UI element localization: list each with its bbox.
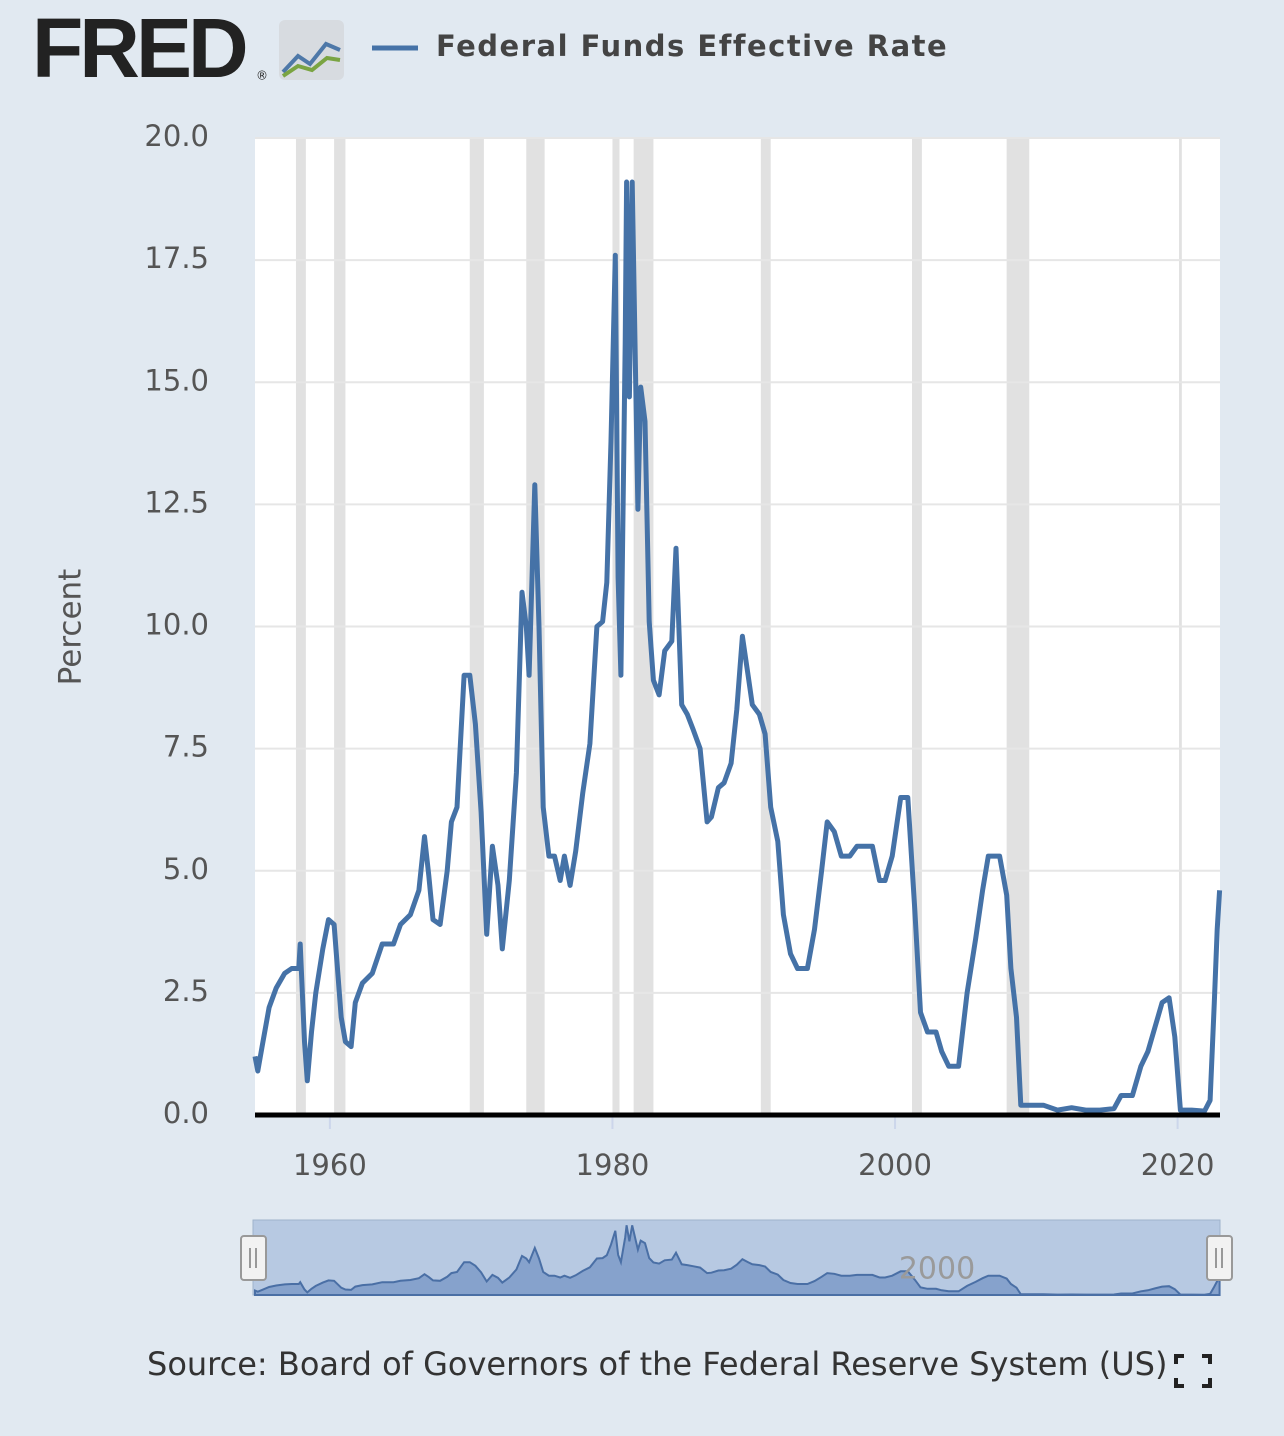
- navigator-tick-label: 2000: [899, 1252, 975, 1287]
- logo-mark: ®: [256, 69, 268, 83]
- y-axis-label: Percent: [53, 569, 89, 686]
- series-line: [252, 179, 1223, 1114]
- y-tick-label: 17.5: [144, 241, 209, 275]
- fullscreen-button[interactable]: [1174, 1354, 1212, 1388]
- y-tick-label: 20.0: [144, 119, 209, 153]
- y-tick-label: 15.0: [144, 363, 209, 397]
- y-tick-label: 5.0: [163, 852, 209, 886]
- x-tick-label: 2000: [858, 1148, 932, 1182]
- navigator-area: [254, 1225, 1221, 1296]
- y-tick-label: 0.0: [163, 1096, 209, 1130]
- navigator-handle[interactable]: [1206, 1235, 1233, 1281]
- y-tick-label: 10.0: [144, 608, 209, 642]
- y-tick-label: 12.5: [144, 485, 209, 519]
- legend-label: Federal Funds Effective Rate: [436, 29, 948, 63]
- logo-icon: [279, 20, 344, 80]
- x-tick-label: 1980: [576, 1148, 650, 1182]
- x-tick-label: 1960: [293, 1148, 367, 1182]
- y-tick-label: 7.5: [163, 730, 209, 764]
- source: Source: Board of Governors of the Federa…: [147, 1345, 1167, 1383]
- x-tick-label: 2020: [1141, 1148, 1215, 1182]
- logo: FRED: [32, 1, 246, 95]
- navigator-handle[interactable]: [240, 1235, 267, 1281]
- y-tick-label: 2.5: [163, 974, 209, 1008]
